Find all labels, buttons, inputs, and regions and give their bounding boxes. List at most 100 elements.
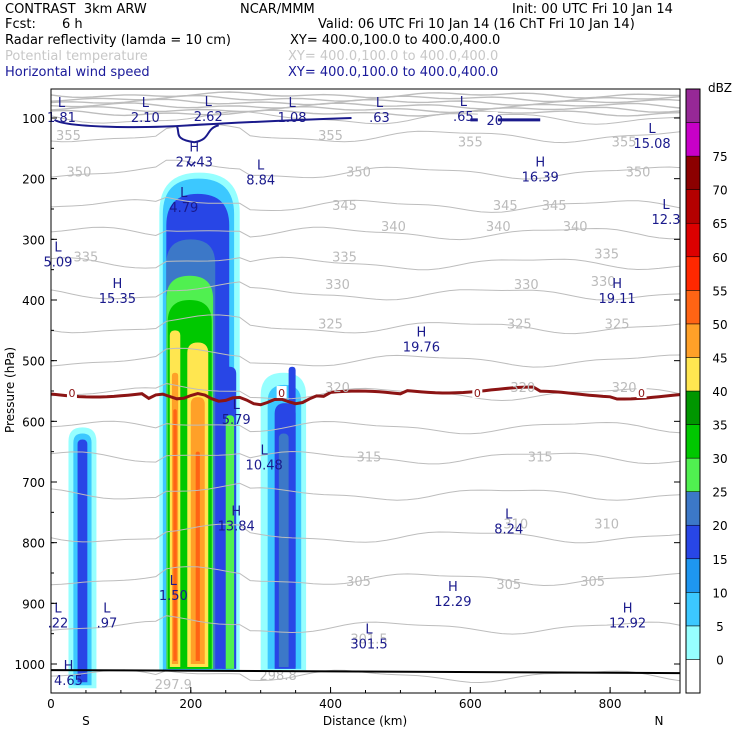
wind-extremum-value: 19.11 [598,292,635,307]
isotherm-label: 0 [474,387,481,400]
theta-label: 325 [605,317,630,332]
y-tick-label: 100 [22,112,45,126]
wind-extremum-marker: L [257,159,265,174]
colorbar-bin [685,390,701,425]
colorbar-frame [685,88,701,694]
wind-extremum-value: 301.5 [350,638,387,653]
wind-extremum-marker: L [205,95,213,110]
wind-extremum-marker: L [648,122,656,137]
colorbar-label: 75 [712,150,727,164]
theta-label: 345 [542,199,567,214]
colorbar-label: 50 [712,318,727,332]
wind-extremum-marker: H [417,325,427,340]
theta-label: 355 [612,135,637,150]
fcst-value: 6 h [62,17,83,32]
wind-extremum-value: .97 [97,616,118,631]
colorbar-label: 25 [712,486,727,500]
wind-extremum-value: 1.08 [278,111,307,126]
theta-contour [51,196,680,213]
field-reflectivity-xy: XY= 400.0,100.0 to 400.0,400.0 [290,33,501,48]
x-end-label-south: S [82,714,90,728]
theta-contour [51,566,680,587]
theta-label: 305 [580,575,605,590]
wind-contour-label: 20 [487,114,504,129]
wind-extremum-value: 12.29 [434,595,471,610]
init-time: Init: 00 UTC Fri 10 Jan 14 [512,2,673,17]
wind-extremum-marker: L [365,623,373,638]
wind-extremum-value: 27.43 [176,155,213,170]
wind-extremum-marker: H [623,601,633,616]
colorbar-label: 70 [712,184,727,198]
wind-extremum-value: .22 [48,616,69,631]
theta-label: 310 [503,517,528,532]
wind-extremum-value: .63 [369,111,390,126]
wind-extremum-value: 2.10 [131,111,160,126]
cell-a-15dbz [77,439,88,683]
colorbar: 0 5 10 15 20 25 30 35 40 45 50 55 60 65 70 75 dBZ [685,81,732,694]
field-theta-xy: XY= 400.0,100.0 to 400.0,400.0 [288,49,499,64]
colorbar-bin [685,592,701,627]
isotherm-label: 0 [638,387,645,400]
y-tick-label: 900 [22,597,45,611]
colorbar-label: 40 [712,385,727,399]
wind-extremum-value: 5.09 [44,255,73,270]
wind-extremum-marker: L [261,444,269,459]
wind-extremum-marker: L [233,398,241,413]
colorbar-label: 60 [712,251,727,265]
wind-label-bg [477,111,498,126]
cell-c-20dbz [278,433,289,668]
wind-contour [53,117,352,129]
theta-contour [51,615,680,635]
valid-time: Valid: 06 UTC Fri 10 Jan 14 (16 ChT Fri … [318,17,635,32]
y-axis-title: Pressure (hPa) [3,347,17,433]
theta-label: 355 [56,129,81,144]
theta-label: 325 [318,317,343,332]
theta-label: 315 [528,451,553,466]
wind-extremum-marker: L [54,240,62,255]
cell-b-45dbz-center [195,451,200,661]
colorbar-bin [685,222,701,258]
colorbar-bin [685,189,701,224]
field-wind-xy: XY= 400.0,100.0 to 400.0,400.0 [288,65,499,80]
wind-extremum-marker: H [535,156,545,171]
field-theta: Potential temperature [5,49,148,64]
zero-isotherm [51,385,680,407]
isotherm-label-bg [636,386,647,399]
wind-extremum-value: 13.84 [218,519,255,534]
theta-contour [51,102,680,110]
colorbar-bin [685,424,701,459]
isotherm-label-bg [472,386,483,399]
theta-contour [51,159,680,180]
theta-label: 345 [493,199,518,214]
isotherm-label-bg [66,386,77,399]
wind-extremum-marker: L [103,601,111,616]
theta-label: 335 [594,248,619,263]
y-tick-label: 700 [22,476,45,490]
contour-labels: 355 355 355 355 350 350 350 345 345 345 340 340 340 3… [44,95,681,693]
theta-contour [51,91,680,99]
wind-extremum-value: 12.92 [609,616,646,631]
theta-label: 298.8 [260,669,297,684]
colorbar-bin [685,122,701,157]
colorbar-label: 15 [712,553,727,567]
theta-label: 340 [381,220,406,235]
wind-extremum-marker: L [505,507,513,522]
ground-line [50,669,681,675]
theta-label: 350 [67,166,92,181]
theta-contour [51,226,680,241]
cell-c-15dbz-top [288,366,296,668]
reflectivity-fill [68,172,307,689]
theta-label: 340 [486,220,511,235]
theta-label: 345 [332,199,357,214]
x-axis-title: Distance (km) [323,714,407,728]
field-wind: Horizontal wind speed [5,65,150,80]
theta-label: 350 [346,166,371,181]
theta-contour [51,105,680,114]
colorbar-bin [685,625,701,660]
theta-label: 340 [563,220,588,235]
y-tick-label: 300 [22,233,45,247]
theta-label: 305 [346,575,371,590]
wind-extremum-value: 4.65 [54,674,83,689]
wind-extremum-value: 8.24 [494,522,523,537]
theta-label: 315 [357,451,382,466]
